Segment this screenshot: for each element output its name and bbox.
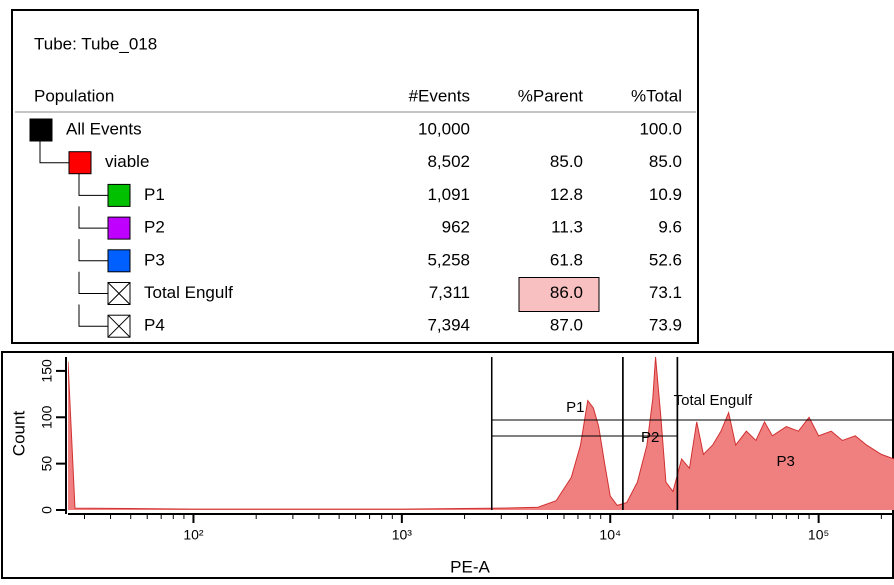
events: 5,258 <box>427 250 470 269</box>
population-name: All Events <box>66 119 142 138</box>
color-box <box>107 249 131 273</box>
color-box <box>68 151 92 175</box>
events: 8,502 <box>427 152 470 171</box>
x-tick-label: 10⁵ <box>808 527 829 543</box>
color-box <box>107 183 131 207</box>
percent-parent: 85.0 <box>550 152 583 171</box>
tube-title: Tube: Tube_018 <box>34 34 157 53</box>
x-tick-label: 10⁴ <box>599 527 621 543</box>
population-name: P2 <box>144 218 165 237</box>
column-header: #Events <box>409 86 470 105</box>
gate-label: P2 <box>641 429 659 446</box>
percent-total: 10.9 <box>649 185 682 204</box>
percent-total: 73.1 <box>649 283 682 302</box>
population-name: viable <box>105 152 149 171</box>
percent-total: 52.6 <box>649 250 682 269</box>
gate-label: P3 <box>777 453 795 470</box>
percent-total: 9.6 <box>658 218 682 237</box>
y-tick-label: 150 <box>39 359 55 383</box>
tree-line <box>78 304 108 327</box>
y-tick-label: 100 <box>39 405 55 429</box>
events: 962 <box>442 218 470 237</box>
tree-line <box>39 141 69 164</box>
x-axis-label: PE-A <box>450 557 490 576</box>
population-name: Total Engulf <box>144 283 233 302</box>
y-tick-label: 50 <box>39 456 55 472</box>
gate-box-cross <box>107 282 131 305</box>
column-header: Population <box>34 86 114 105</box>
percent-parent: 11.3 <box>551 218 583 237</box>
y-tick-label: 0 <box>39 506 55 514</box>
gate-label: P1 <box>566 399 584 416</box>
tree-line <box>78 239 108 262</box>
gate-label: Total Engulf <box>674 392 753 409</box>
color-box <box>107 216 131 240</box>
percent-parent: 12.8 <box>550 185 583 204</box>
gate-box-cross <box>107 314 131 338</box>
percent-total: 73.9 <box>649 316 682 335</box>
percent-parent: 61.8 <box>550 250 583 269</box>
events: 7,394 <box>427 316 470 335</box>
histogram-outline <box>68 357 894 510</box>
plot: 10² 10³ 10⁴ 10⁵ 0 50 100 150 PE-A Count P1 P2 Total … <box>9 357 894 576</box>
highlight <box>518 277 600 312</box>
y-axis-label: Count <box>9 411 28 457</box>
percent-parent: 87.0 <box>550 316 583 335</box>
tree-line <box>78 206 108 229</box>
tree-line <box>78 271 108 294</box>
x-tick-label: 10² <box>183 527 204 543</box>
percent-total: 100.0 <box>639 119 682 138</box>
tree-line <box>78 173 108 196</box>
x-tick-label: 10³ <box>392 527 413 543</box>
percent-total: 85.0 <box>649 152 682 171</box>
column-header: %Parent <box>518 86 583 105</box>
events: 7,311 <box>429 283 470 302</box>
table: Population #Events %Parent %Total All Events… <box>29 86 682 338</box>
events: 10,000 <box>418 119 470 138</box>
color-box <box>29 118 53 142</box>
population-name: P3 <box>144 250 165 269</box>
percent-parent: 86.0 <box>550 283 583 302</box>
column-header: %Total <box>631 86 682 105</box>
population-name: P1 <box>144 185 165 204</box>
population-name: P4 <box>144 316 165 335</box>
histogram-area <box>68 357 894 510</box>
events: 1,091 <box>427 185 470 204</box>
